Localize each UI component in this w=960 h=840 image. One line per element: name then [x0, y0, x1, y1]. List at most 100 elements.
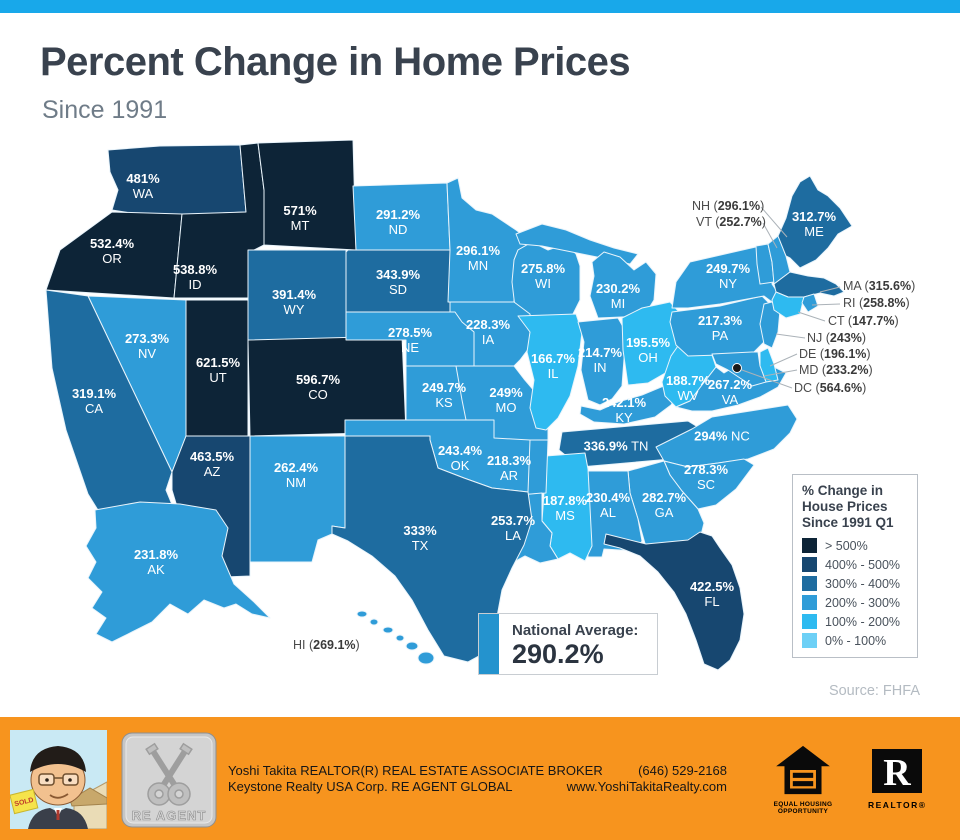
equal-housing-label-line2: OPPORTUNITY — [777, 808, 829, 815]
legend-label-0-100: 0% - 100% — [825, 633, 887, 648]
legend-swatch-400-500 — [802, 557, 817, 572]
agent-phone: (646) 529-2168 — [638, 763, 727, 778]
state-label-MS: 187.8% MS — [542, 493, 588, 523]
legend: % Change in House Prices Since 1991 Q1 >… — [792, 474, 918, 658]
callout-label-DE: DE (196.1%) — [799, 347, 871, 361]
state-label-NM: 262.4% NM — [273, 460, 319, 490]
legend-swatch-300-400 — [802, 576, 817, 591]
state-shape-MA — [773, 271, 845, 298]
re-agent-badge-text: RE AGENT — [132, 808, 207, 823]
state-label-ME: 312.7% ME — [791, 209, 837, 239]
svg-text:R: R — [883, 752, 911, 793]
legend-item-400-500: 400% - 500% — [802, 557, 908, 572]
state-label-NY: 249.7% NY — [705, 261, 751, 291]
state-label-NE: 278.5% NE — [387, 325, 433, 355]
state-shape-RI — [801, 293, 819, 313]
state-shape-AK — [85, 501, 271, 643]
equal-housing-label-line1: EQUAL HOUSING — [773, 801, 833, 808]
state-label-WV: 188.7% WV — [665, 373, 711, 403]
legend-label-400-500: 400% - 500% — [825, 557, 901, 572]
state-label-FL: 422.5% FL — [689, 579, 735, 609]
state-label-IA: 228.3% IA — [465, 317, 511, 347]
callout-label-HI: HI (269.1%) — [293, 638, 360, 652]
agent-contact: (646) 529-2168 www.YoshiTakitaRealty.com — [567, 763, 727, 795]
state-label-SC: 278.3% SC — [683, 462, 729, 492]
legend-label-200-300: 200% - 300% — [825, 595, 901, 610]
agent-info-line2: Keystone Realty USA Corp. RE AGENT GLOBA… — [228, 779, 513, 794]
state-shape-ME — [777, 175, 853, 269]
state-label-MI: 230.2% MI — [595, 281, 641, 311]
realtor-label: REALTOR® — [868, 800, 927, 810]
state-label-NC: 294% NC — [694, 428, 750, 444]
state-label-OK: 243.4% OK — [437, 443, 483, 473]
legend-swatch-200-300 — [802, 595, 817, 610]
state-shape-CT — [771, 291, 805, 319]
callout-label-NJ: NJ (243%) — [807, 331, 867, 345]
state-shape-OR — [45, 211, 183, 299]
state-label-KS: 249.7% KS — [421, 380, 467, 410]
top-accent-bar — [0, 0, 960, 13]
callout-label-NH: NH (296.1%) — [692, 199, 765, 213]
callout-label-MA: MA (315.6%) — [843, 279, 916, 293]
dc-dot — [732, 363, 742, 373]
state-label-AR: 218.3% AR — [486, 453, 532, 483]
state-shape-HI-island — [369, 618, 379, 626]
state-label-AZ: 463.5% AZ — [189, 449, 235, 479]
legend-item-300-400: 300% - 400% — [802, 576, 908, 591]
state-shape-HI-island — [405, 641, 419, 651]
state-shape-NM — [249, 435, 346, 563]
svg-text:SOLD: SOLD — [14, 797, 35, 808]
state-label-ID: 538.8% ID — [172, 262, 218, 292]
agent-info-line1: Yoshi Takita REALTOR(R) REAL ESTATE ASSO… — [228, 763, 603, 778]
state-label-TX: 333% TX — [403, 523, 437, 553]
state-label-OR: 532.4% OR — [89, 236, 135, 266]
legend-item-gt500: > 500% — [802, 538, 908, 553]
callout-label-CT: CT (147.7%) — [828, 314, 899, 328]
state-shape-MI-lower — [589, 251, 657, 319]
state-label-MN: 296.1% MN — [455, 243, 501, 273]
agent-website: www.YoshiTakitaRealty.com — [566, 779, 727, 794]
legend-item-100-200: 100% - 200% — [802, 614, 908, 629]
national-average-accent-bar — [479, 614, 499, 674]
legend-swatch-gt500 — [802, 538, 817, 553]
state-label-CA: 319.1% CA — [71, 386, 117, 416]
source-attribution: Source: FHFA — [828, 683, 920, 699]
state-label-VA: 267.2% VA — [707, 377, 753, 407]
state-label-NV: 273.3% NV — [124, 331, 170, 361]
footer: SOLD RE AGENT Yoshi Takita REALTOR(R) RE… — [0, 717, 960, 840]
state-label-GA: 282.7% GA — [641, 490, 687, 520]
national-average-box: National Average: 290.2% — [478, 613, 658, 675]
state-shape-HI-island — [417, 651, 435, 665]
state-label-UT: 621.5% UT — [195, 355, 241, 385]
legend-swatch-0-100 — [802, 633, 817, 648]
state-label-AL: 230.4% AL — [585, 490, 631, 520]
callout-label-DC: DC (564.6%) — [794, 381, 867, 395]
state-label-WA: 481% WA — [126, 171, 160, 201]
state-label-LA: 253.7% LA — [490, 513, 536, 543]
page-title: Percent Change in Home Prices — [40, 40, 631, 84]
agent-portrait: SOLD — [10, 730, 107, 829]
callout-label-RI: RI (258.8%) — [843, 296, 910, 310]
legend-label-300-400: 300% - 400% — [825, 576, 901, 591]
realtor-logo: R REALTOR® — [868, 749, 926, 810]
us-choropleth-map — [45, 140, 853, 671]
state-label-MO: 249% MO — [489, 385, 523, 415]
state-label-IN: 214.7% IN — [577, 345, 623, 375]
legend-item-0-100: 0% - 100% — [802, 633, 908, 648]
state-label-PA: 217.3% PA — [697, 313, 743, 343]
callout-lines — [741, 206, 841, 389]
state-shape-HI-island — [382, 626, 394, 634]
state-label-OH: 195.5% OH — [625, 335, 671, 365]
state-label-MT: 571% MT — [283, 203, 317, 233]
national-average-value: 290.2% — [512, 639, 604, 669]
state-label-ND: 291.2% ND — [375, 207, 421, 237]
legend-label-100-200: 100% - 200% — [825, 614, 901, 629]
legend-swatch-100-200 — [802, 614, 817, 629]
legend-label-gt500: > 500% — [825, 538, 868, 553]
national-average-label: National Average: — [512, 622, 639, 639]
state-label-IL: 166.7% IL — [530, 351, 576, 381]
state-label-WI: 275.8% WI — [520, 261, 566, 291]
equal-housing-logo: EQUAL HOUSING OPPORTUNITY — [771, 745, 835, 815]
re-agent-badge: RE AGENT — [121, 732, 217, 828]
